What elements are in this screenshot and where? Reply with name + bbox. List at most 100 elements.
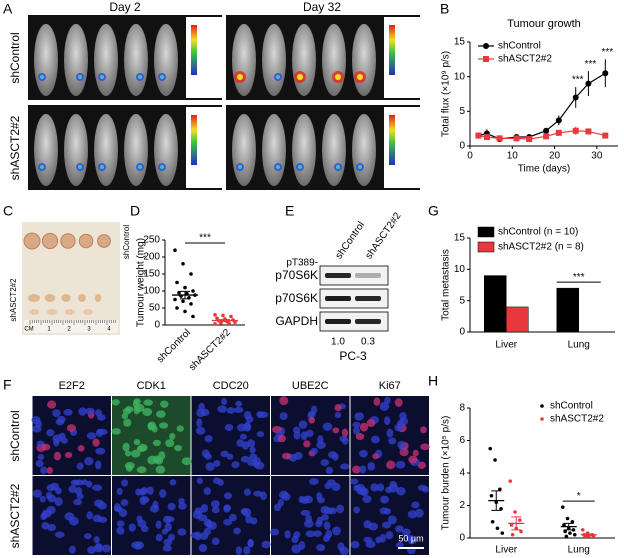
- nucleus: [124, 461, 135, 470]
- x-tick-label: 30: [591, 151, 603, 162]
- nucleus: [243, 410, 252, 420]
- tumour: [65, 309, 75, 315]
- data-point: [490, 519, 495, 524]
- marker: [572, 94, 579, 101]
- column-label: UBE2C: [292, 380, 329, 392]
- data-point: [560, 505, 565, 509]
- nucleus: [379, 402, 390, 411]
- nucleus: [122, 407, 132, 415]
- nucleus: [247, 439, 256, 448]
- nucleus: [336, 504, 345, 514]
- nucleus: [399, 412, 407, 421]
- nucleus: [247, 539, 254, 548]
- nucleus: [243, 546, 251, 555]
- mouse: [94, 24, 118, 96]
- legend-label: shControl: [550, 401, 593, 412]
- significance: ***: [585, 59, 597, 70]
- nucleus: [95, 447, 106, 455]
- nucleus: [141, 496, 150, 504]
- data-point: [183, 285, 187, 290]
- nucleus: [35, 459, 44, 468]
- marker: [483, 133, 490, 140]
- nucleus: [204, 435, 213, 443]
- ruler-label: 2: [67, 327, 71, 333]
- mouse: [352, 114, 376, 186]
- panel-letter: C: [3, 203, 13, 219]
- legend-swatch: [477, 241, 495, 253]
- marker: [585, 128, 592, 135]
- nucleus: [221, 397, 228, 406]
- nucleus: [359, 422, 369, 432]
- tumour: [61, 294, 71, 302]
- nucleus: [32, 425, 42, 433]
- data-point: [175, 280, 179, 285]
- nucleus: [168, 432, 176, 440]
- marker: [496, 135, 503, 142]
- nucleus: [244, 421, 251, 430]
- nucleus: [350, 540, 360, 549]
- marker: [513, 135, 520, 142]
- data-point: [173, 248, 177, 252]
- nucleus: [194, 531, 202, 541]
- nucleus: [233, 527, 241, 535]
- x-tick-label: Liver: [495, 545, 517, 556]
- nucleus: [53, 451, 62, 461]
- nucleus: [98, 516, 108, 523]
- nucleus: [373, 397, 381, 406]
- nucleus: [420, 443, 430, 451]
- nucleus: [387, 515, 397, 525]
- signal: [357, 74, 363, 80]
- nucleus: [408, 455, 418, 464]
- nucleus: [77, 445, 85, 452]
- bar: [556, 287, 579, 333]
- nucleus: [210, 500, 220, 509]
- data-point: [189, 302, 193, 306]
- data-point: [215, 316, 219, 321]
- nucleus: [308, 416, 316, 424]
- nucleus: [385, 531, 394, 540]
- nucleus: [320, 459, 330, 467]
- nucleus: [93, 536, 100, 544]
- data-point: [221, 313, 225, 318]
- tumour: [94, 294, 102, 302]
- colorbar: [191, 25, 197, 75]
- quantification: 0.3: [361, 337, 375, 348]
- nucleus: [245, 514, 253, 524]
- nucleus: [66, 424, 76, 432]
- nucleus: [305, 530, 316, 538]
- mouse: [322, 24, 346, 96]
- nucleus: [224, 423, 234, 432]
- nucleus: [337, 542, 345, 551]
- mouse: [262, 114, 286, 186]
- blot-strip: [319, 265, 389, 286]
- y-tick-label: 10: [454, 71, 466, 82]
- nucleus: [116, 526, 125, 535]
- tumour: [47, 309, 57, 315]
- marker: [585, 80, 592, 87]
- nucleus: [235, 546, 243, 556]
- series-line: [478, 130, 606, 140]
- nucleus: [205, 462, 215, 471]
- nucleus: [92, 438, 100, 447]
- signal: [238, 165, 242, 169]
- nucleus: [371, 435, 380, 444]
- chart-title: Tumour growth: [507, 18, 581, 30]
- nucleus: [85, 480, 93, 488]
- signal: [358, 165, 362, 169]
- data-point: [173, 297, 177, 302]
- nucleus: [363, 520, 372, 529]
- nucleus: [96, 414, 106, 421]
- nucleus: [57, 415, 66, 424]
- nucleus: [46, 466, 53, 475]
- nucleus: [385, 486, 393, 494]
- nucleus: [417, 461, 426, 469]
- x-tick-label: 0: [467, 151, 473, 162]
- nucleus: [181, 457, 192, 466]
- cell-line: PC-3: [339, 349, 367, 363]
- nucleus: [269, 528, 280, 536]
- column-label: Day 32: [303, 0, 341, 14]
- nucleus: [138, 443, 148, 452]
- signal: [160, 75, 164, 79]
- nucleus: [174, 444, 183, 452]
- column-label: Ki67: [379, 380, 401, 392]
